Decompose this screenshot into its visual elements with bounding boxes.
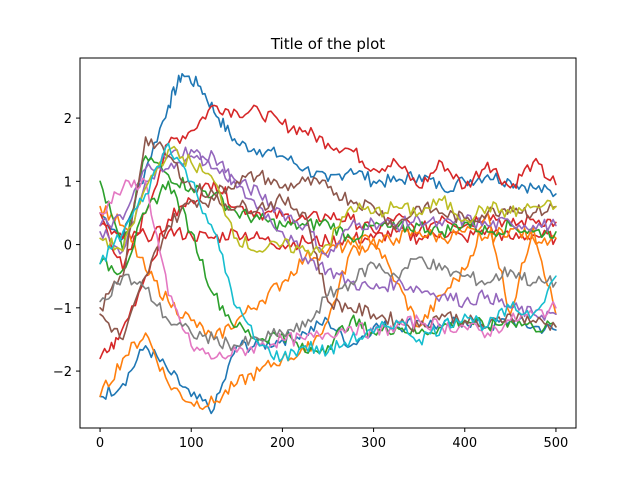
- y-tick-label: −1: [53, 302, 72, 317]
- series-line-10: [99, 150, 557, 321]
- axes-frame: [79, 57, 577, 429]
- series-line-9: [99, 180, 557, 355]
- x-tick-label: 400: [452, 436, 477, 451]
- chart-title: Title of the plot: [270, 35, 385, 53]
- series-line-15: [99, 256, 557, 352]
- x-tick-label: 0: [96, 436, 104, 451]
- series-line-2: [99, 316, 557, 415]
- y-tick-label: −2: [53, 365, 72, 380]
- y-tick-label: 0: [64, 239, 72, 254]
- y-axis: −2 −1 0 1 2: [53, 112, 80, 380]
- series-line-14: [99, 177, 557, 360]
- x-tick-label: 100: [179, 436, 204, 451]
- series-line-8: [99, 155, 557, 252]
- series-line-17: [99, 142, 557, 363]
- series-line-12: [99, 136, 557, 312]
- x-tick-label: 200: [270, 436, 295, 451]
- x-tick-label: 300: [361, 436, 386, 451]
- y-tick-label: 1: [64, 175, 72, 190]
- series-line-6: [99, 225, 557, 411]
- series-layer: [99, 73, 557, 415]
- series-line-3: [99, 104, 557, 271]
- x-axis: 0 100 200 300 400 500: [96, 428, 568, 451]
- series-line-7: [99, 205, 557, 341]
- series-line-16: [99, 145, 557, 257]
- y-tick-label: 2: [64, 112, 72, 127]
- series-line-1: [99, 73, 557, 242]
- x-tick-label: 500: [544, 436, 569, 451]
